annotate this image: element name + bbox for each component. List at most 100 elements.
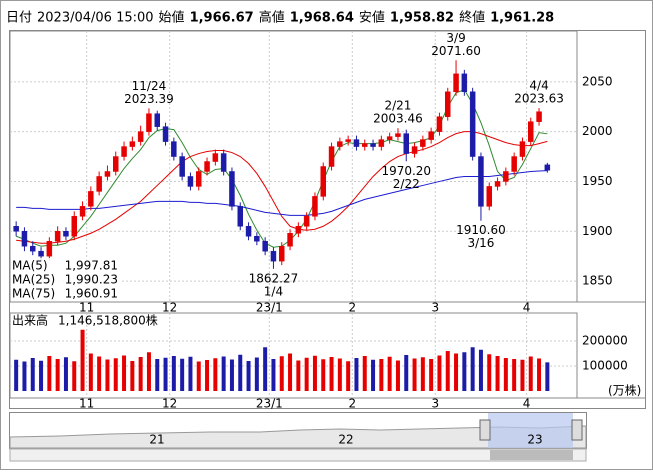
volume-bar — [180, 358, 185, 391]
volume-bar — [105, 359, 110, 391]
candle-body — [196, 171, 202, 187]
candle-body — [544, 164, 551, 171]
scroll-thumb[interactable] — [490, 450, 573, 460]
candle-body — [179, 156, 185, 177]
annotation-value: 1910.60 — [456, 223, 506, 237]
annotation-date: 4/4 — [529, 79, 548, 93]
header-label: 終値 — [459, 10, 485, 26]
y-tick-label: 1900 — [582, 224, 613, 238]
annotation-date: 2/22 — [393, 177, 420, 191]
candle-body — [113, 156, 119, 172]
volume-bar — [362, 356, 367, 391]
candle-body — [21, 231, 28, 247]
candle-body — [303, 216, 310, 227]
candle-body — [212, 153, 219, 162]
ma-line — [16, 170, 548, 216]
volume-bar — [47, 356, 52, 391]
volume-bar — [462, 352, 467, 391]
candle-body — [54, 231, 61, 242]
candle-body — [353, 139, 360, 147]
candle-body — [478, 156, 484, 207]
volume-bar — [337, 358, 342, 391]
candle-body — [345, 139, 351, 142]
candle-body — [511, 156, 517, 172]
volume-bar — [454, 353, 459, 391]
volume-bar — [321, 359, 326, 391]
volume-bar — [288, 353, 293, 391]
candle-body — [378, 139, 385, 147]
volume-bar — [312, 355, 317, 391]
volume-bar — [478, 349, 483, 391]
volume-bar — [72, 361, 77, 391]
candle-body — [88, 191, 94, 207]
volume-bar — [379, 359, 384, 391]
candle-body — [486, 186, 492, 207]
candle-body — [453, 73, 459, 93]
volume-bar — [130, 361, 135, 391]
x-tick-label: 3 — [431, 397, 439, 411]
volume-bar — [429, 359, 434, 391]
volume-bar — [238, 354, 243, 391]
scrollbar[interactable] — [9, 448, 587, 462]
candle-body — [254, 235, 260, 242]
annotation-value: 2003.46 — [373, 112, 423, 126]
navigator-handle[interactable] — [479, 419, 491, 441]
y-tick-label: 2000 — [582, 124, 613, 138]
ma-line — [16, 131, 548, 244]
candle-body — [362, 143, 368, 147]
volume-bar — [263, 347, 268, 391]
x-tick-label: 3 — [431, 301, 439, 315]
header-label: 日付 — [6, 11, 32, 26]
volume-bar — [395, 360, 400, 391]
candle-body — [386, 136, 393, 140]
x-tick-label: 4 — [523, 397, 531, 411]
navigator-label: 23 — [527, 433, 542, 447]
candle-body — [137, 131, 144, 142]
y-tick-label: 2050 — [582, 74, 613, 88]
candle-body — [146, 113, 152, 132]
volume-bar — [163, 357, 168, 391]
volume-bar — [171, 356, 176, 391]
candle-body — [395, 133, 401, 137]
candle-body — [204, 161, 210, 172]
candle-body — [129, 141, 136, 147]
header-value: 1,968.64 — [290, 11, 354, 26]
y-tick-label: 1950 — [582, 174, 613, 188]
volume-bar — [437, 355, 442, 391]
volume-bar — [545, 362, 550, 391]
volume-bar — [205, 360, 210, 391]
candle-body — [262, 240, 268, 252]
candle-body — [121, 146, 127, 157]
annotation-date: 11/24 — [132, 79, 167, 93]
volume-bar — [55, 359, 60, 391]
candle-body — [104, 171, 111, 177]
x-tick-label: 11 — [79, 301, 94, 315]
candle-body — [337, 141, 343, 147]
navigator-handle[interactable] — [571, 419, 583, 441]
x-tick-label: 23/1 — [256, 301, 283, 315]
volume-bar — [188, 356, 193, 391]
candle-body — [312, 196, 318, 217]
volume-bar — [503, 358, 508, 391]
volume-bar — [221, 356, 226, 391]
volume-bar — [470, 347, 475, 391]
volume-bar — [528, 356, 533, 391]
header-label: 高値 — [259, 10, 285, 26]
candle-body — [328, 146, 335, 167]
annotation-date: 1/4 — [264, 284, 283, 298]
candle-body — [71, 216, 77, 237]
volume-bar — [138, 357, 143, 391]
candle-body — [279, 245, 285, 262]
annotation-value: 2071.60 — [431, 44, 481, 58]
legend-value: 1,990.23 — [65, 273, 118, 287]
candle-body — [428, 131, 434, 140]
y-tick-label: 100000 — [582, 359, 628, 373]
volume-bar — [146, 352, 151, 391]
candle-body — [229, 171, 235, 207]
volume-bar — [155, 359, 160, 391]
x-tick-label: 11 — [79, 397, 94, 411]
volume-bar — [80, 329, 85, 391]
volume-bar — [387, 356, 392, 391]
navigator-selection[interactable] — [488, 413, 573, 448]
candle-body — [320, 166, 326, 197]
